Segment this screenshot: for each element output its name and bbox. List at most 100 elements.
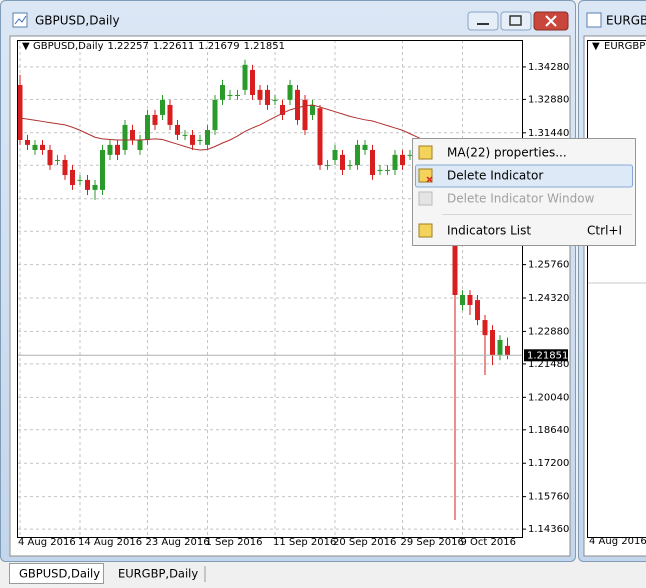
- candle-body: [92, 185, 98, 190]
- candle-body: [392, 154, 398, 170]
- x-tick-label: 11 Sep 2016: [273, 537, 336, 548]
- candle-body: [175, 124, 180, 135]
- restore-button[interactable]: [500, 11, 532, 31]
- y-tick-label: 1.22880: [528, 326, 569, 337]
- restore-glyph: [509, 15, 522, 26]
- y-tick-label: 1.18640: [528, 425, 569, 436]
- candle-body: [47, 149, 53, 166]
- candle-body: [347, 165, 353, 167]
- candle-body: [137, 140, 143, 150]
- y-tick-label: 1.31440: [528, 128, 569, 139]
- symbol: GBPUSD,Daily: [33, 41, 104, 52]
- menu-icon: [418, 145, 433, 160]
- candle-body: [205, 130, 210, 145]
- close-glyph: [545, 15, 557, 27]
- candle-body: [505, 345, 510, 356]
- x-tick-label: 4 Aug 2016: [18, 537, 76, 548]
- candle-body: [467, 294, 473, 305]
- menu-highlight: [415, 164, 633, 188]
- x-tick-label: 4 Aug 2016: [589, 536, 646, 547]
- candle-body: [100, 149, 105, 190]
- plot-frame: [17, 40, 523, 538]
- candle-body: [317, 108, 323, 166]
- menu-item: Delete Indicator Window: [447, 192, 595, 206]
- candle-body: [212, 99, 218, 131]
- candle-body: [280, 104, 285, 115]
- candle-body: [407, 154, 413, 156]
- minimize-button[interactable]: [467, 11, 499, 31]
- menu-icon: [418, 191, 433, 206]
- candle-body: [497, 340, 503, 356]
- candle-body: [482, 320, 488, 336]
- window-title: GBPUSD,Daily: [35, 14, 120, 28]
- x-tick-label: 23 Aug 2016: [146, 537, 210, 548]
- y-tick-label: 1.32880: [528, 94, 569, 105]
- candle-body: [340, 154, 345, 170]
- y-tick-label: 1.15760: [528, 492, 569, 503]
- main-window: GBPUSD,Daily 1.342801.328801.314401.3004…: [0, 0, 576, 562]
- header-close: 1.21851: [244, 41, 285, 52]
- candle-body: [197, 140, 203, 142]
- header-high: 1.22611: [153, 41, 194, 52]
- window-title: EURGBP,Daily: [606, 14, 646, 28]
- candle-body: [107, 144, 113, 155]
- tab-strip: [0, 562, 646, 588]
- candle-body: [62, 159, 68, 176]
- candle-body: [362, 144, 368, 150]
- candle-body: [332, 149, 338, 160]
- menu-shortcut: Ctrl+I: [587, 224, 622, 238]
- context-menu: MA(22) properties... Delete Indicator Dele…: [412, 138, 636, 246]
- x-tick-label: 29 Sep 2016: [401, 537, 464, 548]
- candle-body: [452, 240, 458, 295]
- candle-body: [272, 99, 278, 101]
- candle-body: [115, 144, 120, 155]
- y-tick-label: 1.17200: [528, 458, 569, 469]
- chart-header: GBPUSD,Daily 1.22257 1.22611 1.21679 1.21851: [33, 41, 285, 52]
- candle-body: [160, 99, 165, 115]
- header-low: 1.21679: [198, 41, 239, 52]
- y-tick-label: 1.14360: [528, 524, 569, 535]
- window-icon-glyph: [14, 15, 27, 25]
- x-tick-label: 14 Aug 2016: [78, 537, 142, 548]
- header-open: 1.22257: [108, 41, 149, 52]
- candle-body: [302, 99, 308, 131]
- chart-menu-arrow[interactable]: ▼: [592, 41, 600, 52]
- candle-body: [370, 149, 375, 176]
- chart-area: [9, 35, 571, 557]
- candle-body: [490, 330, 495, 356]
- tab-label[interactable]: GBPUSD,Daily: [19, 567, 100, 581]
- candle-body: [152, 114, 158, 125]
- candle-body: [257, 89, 263, 100]
- menu-item[interactable]: MA(22) properties...: [447, 146, 567, 160]
- candle-body: [287, 85, 293, 100]
- tab-active[interactable]: [9, 563, 104, 584]
- tab-label[interactable]: EURGBP,Daily: [118, 567, 198, 581]
- candle-body: [40, 144, 45, 150]
- candle-body: [355, 144, 360, 166]
- candle-body: [295, 89, 300, 121]
- price-label: 1.21851: [527, 350, 568, 361]
- candle-body: [460, 294, 465, 305]
- candle-body: [325, 165, 330, 167]
- tab-bar: GBPUSD,Daily EURGBP,Daily: [0, 562, 646, 588]
- candle-body: [265, 89, 270, 105]
- y-tick-label: 1.34280: [528, 62, 569, 73]
- candle-body: [250, 69, 255, 95]
- candle-body: [17, 85, 23, 141]
- x-tick-label: 1 Sep 2016: [206, 537, 263, 548]
- x-tick-label: 20 Sep 2016: [333, 537, 396, 548]
- y-tick-label: 1.21480: [528, 359, 569, 370]
- candle-body: [377, 169, 383, 171]
- candle-body: [77, 179, 83, 181]
- candle-body: [220, 85, 225, 100]
- menu-item[interactable]: Indicators List: [447, 224, 531, 238]
- chart-menu-arrow[interactable]: ▼: [22, 41, 30, 52]
- menu-icon-cross: [426, 176, 433, 183]
- candle-body: [190, 134, 195, 145]
- candle-body: [310, 104, 315, 115]
- menu-item[interactable]: Delete Indicator: [447, 169, 543, 183]
- candle-body: [182, 134, 188, 136]
- candle-body: [145, 114, 150, 141]
